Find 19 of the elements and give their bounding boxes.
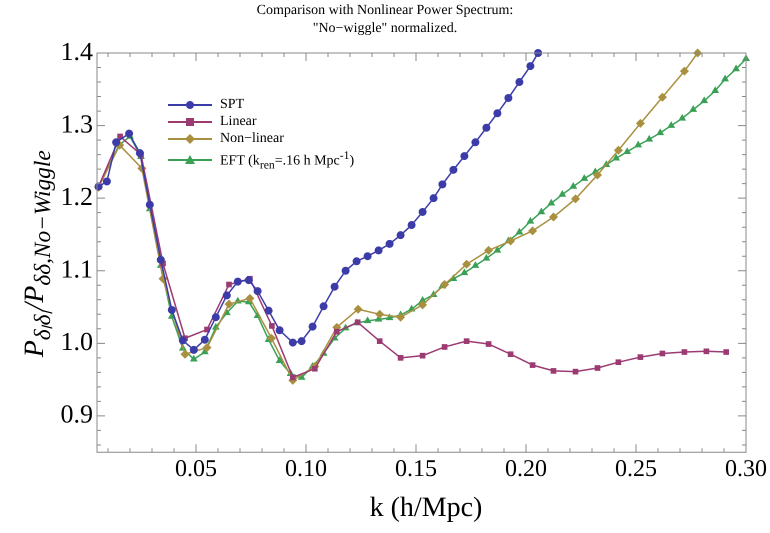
x-tick-label: 0.15 <box>395 456 437 482</box>
x-tick-label: 0.25 <box>615 456 657 482</box>
legend-label: EFT (k$_{ren}$=.16 h Mpc$^{-1}$) <box>220 148 354 174</box>
legend-label: SPT <box>220 96 244 113</box>
x-tick-label: 0.20 <box>505 456 547 482</box>
x-tick-label: 0.10 <box>285 456 327 482</box>
chart-subtitle: "No−wiggle" normalized. <box>312 21 458 36</box>
x-tick-label: 0.30 <box>725 456 767 482</box>
y-tick-label: 1.0 <box>60 327 93 356</box>
x-tick-label: 0.05 <box>175 456 217 482</box>
legend-label: Linear <box>220 113 257 130</box>
x-axis-title: k (h/Mpc) <box>368 492 484 524</box>
legend-label: Non−linear <box>220 130 284 147</box>
y-tick-label: 0.9 <box>60 400 93 429</box>
y-tick-label: 1.3 <box>60 109 93 138</box>
y-tick-label: 1.1 <box>60 254 93 284</box>
y-tick-label: 1.4 <box>60 36 93 66</box>
chart-title: Comparison with Nonlinear Power Spectrum: <box>256 3 514 18</box>
y-tick-label: 1.2 <box>60 182 93 211</box>
